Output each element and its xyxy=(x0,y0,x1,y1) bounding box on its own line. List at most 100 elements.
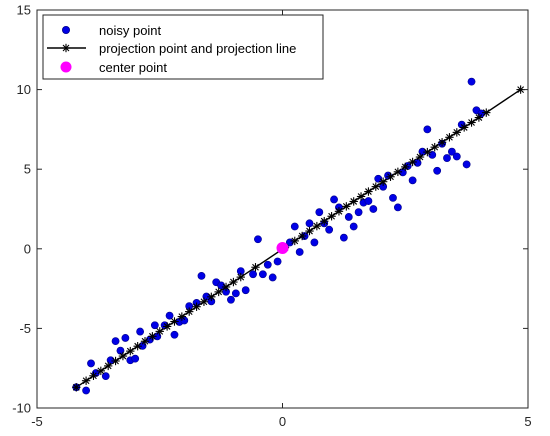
legend-projection-label: projection point and projection line xyxy=(99,41,296,56)
projection-point xyxy=(221,282,231,292)
projection-point xyxy=(192,302,201,311)
legend-noisy-marker xyxy=(62,25,71,34)
noisy-point xyxy=(231,289,240,298)
projection-point xyxy=(437,138,447,147)
noisy-point xyxy=(369,205,378,213)
noisy-point xyxy=(354,208,363,217)
projection-point xyxy=(452,128,462,137)
legend-projection-marker xyxy=(61,43,71,53)
projection-point xyxy=(177,312,187,321)
noisy-point xyxy=(467,77,476,86)
projection-point xyxy=(459,123,469,132)
projection-point xyxy=(334,207,344,216)
projection-point xyxy=(415,152,425,162)
projection-point xyxy=(474,113,484,122)
projection-point xyxy=(229,277,238,287)
projection-point xyxy=(342,202,351,211)
projection-point xyxy=(214,287,223,297)
legend-center-marker xyxy=(60,61,72,73)
projection-point xyxy=(386,172,395,181)
y-tick-label: 15 xyxy=(17,3,31,18)
noisy-point xyxy=(393,203,402,212)
noisy-point xyxy=(227,295,235,304)
projection-point xyxy=(401,162,410,172)
legend-box xyxy=(42,14,324,80)
noisy-point xyxy=(364,197,373,205)
noisy-point xyxy=(87,359,95,368)
y-tick-label: -10 xyxy=(12,401,31,416)
noisy-point xyxy=(82,386,90,395)
projection-point xyxy=(236,272,245,282)
noisy-point xyxy=(268,273,277,282)
projection-point xyxy=(140,337,150,346)
noisy-point xyxy=(374,174,383,183)
projection-point xyxy=(96,366,106,376)
noisy-point xyxy=(295,248,304,256)
noisy-point xyxy=(111,337,120,346)
projection-point xyxy=(89,371,98,380)
projection-point xyxy=(327,212,336,221)
projection-point xyxy=(251,263,260,272)
noisy-point xyxy=(389,193,397,202)
noisy-point xyxy=(101,372,110,381)
projection-point xyxy=(320,216,329,226)
noisy-point xyxy=(310,238,319,247)
projection-points-layer xyxy=(72,85,525,392)
noisy-point xyxy=(197,271,206,280)
projection-point xyxy=(467,118,476,127)
legend-noisy-label: noisy point xyxy=(99,23,162,38)
projection-point xyxy=(445,133,454,142)
projection-point xyxy=(103,361,113,371)
noisy-point xyxy=(241,286,250,295)
noisy-point xyxy=(121,334,130,342)
projection-point xyxy=(133,341,142,351)
noisy-point xyxy=(330,195,338,204)
projection-point xyxy=(423,147,432,157)
x-tick-label: -5 xyxy=(31,414,43,429)
noisy-point xyxy=(408,176,417,185)
projection-point xyxy=(162,322,172,331)
noisy-point xyxy=(170,330,179,339)
noisy-point xyxy=(150,321,159,330)
legend-item-noisy-point: noisy point xyxy=(62,23,162,38)
legend-item-projection: projection point and projection line xyxy=(47,41,296,56)
projection-point xyxy=(482,108,491,117)
noisy-point xyxy=(305,219,314,228)
projection-point xyxy=(312,221,322,231)
projection-point xyxy=(170,317,179,326)
projection-point xyxy=(199,297,209,306)
projection-point xyxy=(364,187,373,196)
legend: noisy point projection point and project… xyxy=(42,14,324,80)
noisy-point xyxy=(290,222,299,231)
noisy-point xyxy=(462,160,471,169)
noisy-point xyxy=(339,233,348,242)
center-point xyxy=(276,242,289,255)
noisy-point xyxy=(423,125,432,134)
projection-point xyxy=(185,307,194,316)
projection-point xyxy=(155,327,164,336)
noisy-point xyxy=(344,213,353,221)
projection-point xyxy=(371,182,380,191)
noisy-points-layer xyxy=(72,77,486,395)
y-axis-ticks: -10 -5 0 5 10 15 xyxy=(12,3,528,416)
projection-point xyxy=(393,167,403,177)
projection-point xyxy=(408,157,417,167)
noisy-point xyxy=(452,152,461,161)
projection-point xyxy=(72,383,81,392)
projection-point xyxy=(207,292,216,302)
projection-point xyxy=(148,332,157,341)
projection-point xyxy=(118,351,128,361)
noisy-point xyxy=(433,166,442,175)
noisy-point xyxy=(263,260,272,269)
noisy-point xyxy=(258,270,267,279)
noisy-point xyxy=(131,354,140,363)
center-point-layer xyxy=(276,242,289,255)
x-tick-label: 0 xyxy=(279,414,286,429)
noisy-point xyxy=(273,257,282,266)
noisy-point xyxy=(349,222,358,231)
y-tick-label: 0 xyxy=(24,241,31,256)
y-tick-label: 5 xyxy=(24,162,31,177)
projection-point xyxy=(297,231,307,241)
legend-center-label: center point xyxy=(99,60,167,75)
